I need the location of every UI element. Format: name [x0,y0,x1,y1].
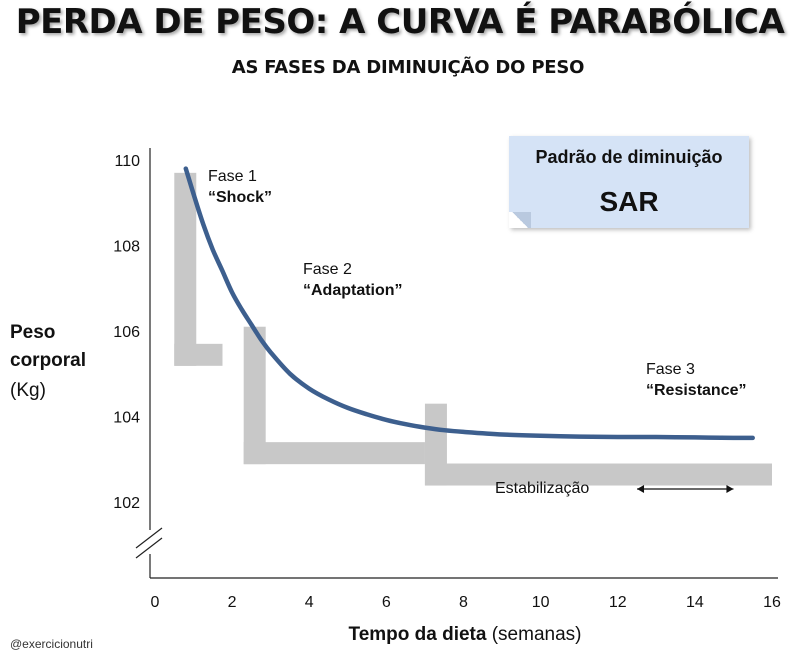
x-tick-label: 14 [686,594,704,611]
phase-3-term: “Resistance” [646,382,747,399]
x-tick-label: 6 [382,594,391,611]
y-tick-label: 108 [113,239,140,256]
y-tick-label: 110 [114,153,140,170]
pattern-value: SAR [599,186,659,217]
phase-3-label: Fase 3 “Resistance” [646,359,747,401]
phase-2-term: “Adaptation” [303,282,403,299]
phase-1-label: Fase 1 “Shock” [208,166,272,208]
page-subtitle: AS FASES DA DIMINUIÇÃO DO PESO [231,57,585,78]
stabilization-arrow-right-head [726,485,734,493]
x-axis-label: Tempo da dieta (semanas) [0,624,800,646]
page-fold-corner [509,212,531,228]
pattern-title: Padrão de diminuição [535,147,723,167]
stabilization-label: Estabilização [495,480,590,497]
y-axis-label-line-1: Peso [10,322,56,343]
stabilization-arrow [637,485,734,493]
x-tick-label: 0 [151,594,160,611]
page-title: PERDA DE PESO: A CURVA É PARABÓLICA [15,2,785,42]
phase-2-label: Fase 2 “Adaptation” [303,259,403,301]
x-tick-label: 12 [609,594,627,611]
x-tick-label: 8 [459,594,468,611]
phase-3-step-horizontal [424,463,772,486]
y-tick-label: 102 [113,495,140,512]
axis-break-mark-1 [135,527,163,549]
y-tick-label: 106 [113,324,140,341]
stabilization-arrow-left-head [637,485,645,493]
pattern-callout: Padrão de diminuição SAR [509,136,749,228]
chart-ticks: 0 2 4 6 8 10 12 14 16 102 104 106 108 110 [113,153,781,611]
phase-1-step-horizontal [174,343,223,366]
weight-curve-line [183,166,755,441]
y-axis-label-unit: (Kg) [10,380,46,401]
x-axis-label-main: Tempo da dieta [348,624,487,645]
x-tick-label: 10 [532,594,550,611]
axis-break-mark-2 [135,537,163,559]
phase-2-name: Fase 2 [303,261,352,278]
chart-axes [135,148,778,579]
phase-2-step-vertical [243,326,266,465]
x-axis-label-unit: (semanas) [491,624,582,645]
credit-handle: @exercicionutri [10,637,93,651]
axis-break-gap [140,530,160,554]
y-tick-label: 104 [113,410,140,427]
phase-1-name: Fase 1 [208,168,257,185]
phase-3-name: Fase 3 [646,361,695,378]
phase-step-shadows [174,172,772,486]
phase-1-term: “Shock” [208,189,273,206]
x-tick-label: 2 [228,594,237,611]
phase-2-step-horizontal [243,442,425,465]
phase-1-step-vertical [174,172,197,366]
x-tick-label: 16 [763,594,781,611]
x-tick-label: 4 [305,594,314,611]
y-axis-label-line-2: corporal [10,350,87,371]
